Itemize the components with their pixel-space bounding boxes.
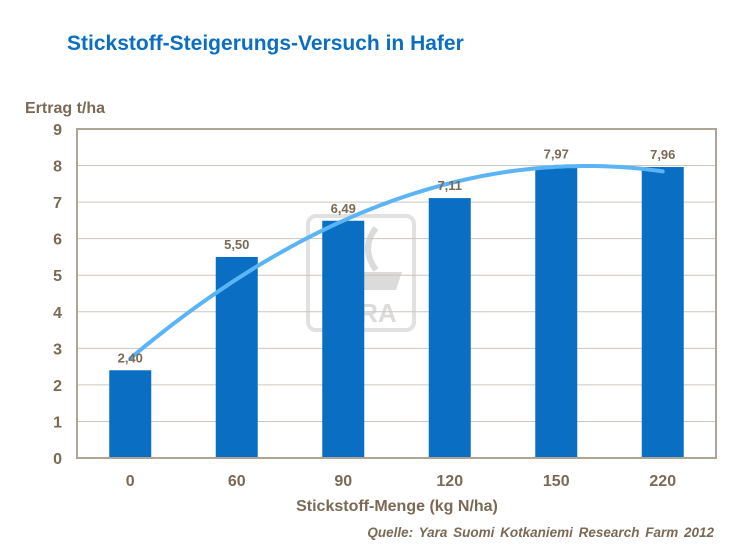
x-tick-label: 60	[228, 473, 246, 490]
x-tick-label: 120	[436, 473, 463, 490]
y-tick-label: 9	[53, 122, 62, 139]
data-label: 2,40	[118, 350, 143, 365]
source-note: Quelle: Yara Suomi Kotkaniemi Research F…	[367, 525, 714, 540]
y-tick-label: 0	[53, 451, 62, 468]
x-tick-label: 150	[543, 473, 570, 490]
y-tick-label: 8	[53, 159, 62, 176]
x-tick-label: 220	[649, 473, 676, 490]
data-label: 7,96	[650, 147, 675, 162]
x-axis-label: Stickstoff-Menge (kg N/ha)	[296, 498, 498, 515]
bar-90	[322, 220, 365, 458]
data-label: 7,11	[437, 178, 462, 193]
y-tick-label: 5	[53, 268, 62, 285]
y-tick-label: 3	[53, 341, 62, 358]
x-tick-label: 0	[126, 473, 135, 490]
data-label: 6,49	[331, 201, 356, 216]
x-tick-label: 90	[334, 473, 352, 490]
bar-150	[535, 166, 578, 458]
bar-220	[641, 167, 684, 459]
bar-120	[428, 198, 471, 458]
y-axis-label: Ertrag t/ha	[25, 100, 105, 117]
chart-title: Stickstoff-Steigerungs-Versuch in Hafer	[67, 32, 464, 55]
y-tick-label: 2	[53, 378, 62, 395]
y-tick-label: 1	[53, 414, 62, 431]
trendline	[128, 164, 665, 361]
y-tick-label: 4	[53, 305, 62, 322]
bar-0	[109, 370, 152, 458]
data-label: 5,50	[224, 237, 249, 252]
y-tick-label: 6	[53, 232, 62, 249]
y-tick-label: 7	[53, 195, 62, 212]
data-label: 7,97	[544, 147, 569, 162]
plot-frame	[76, 128, 717, 459]
